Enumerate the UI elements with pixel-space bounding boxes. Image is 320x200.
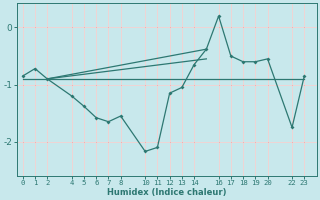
X-axis label: Humidex (Indice chaleur): Humidex (Indice chaleur) <box>107 188 226 197</box>
